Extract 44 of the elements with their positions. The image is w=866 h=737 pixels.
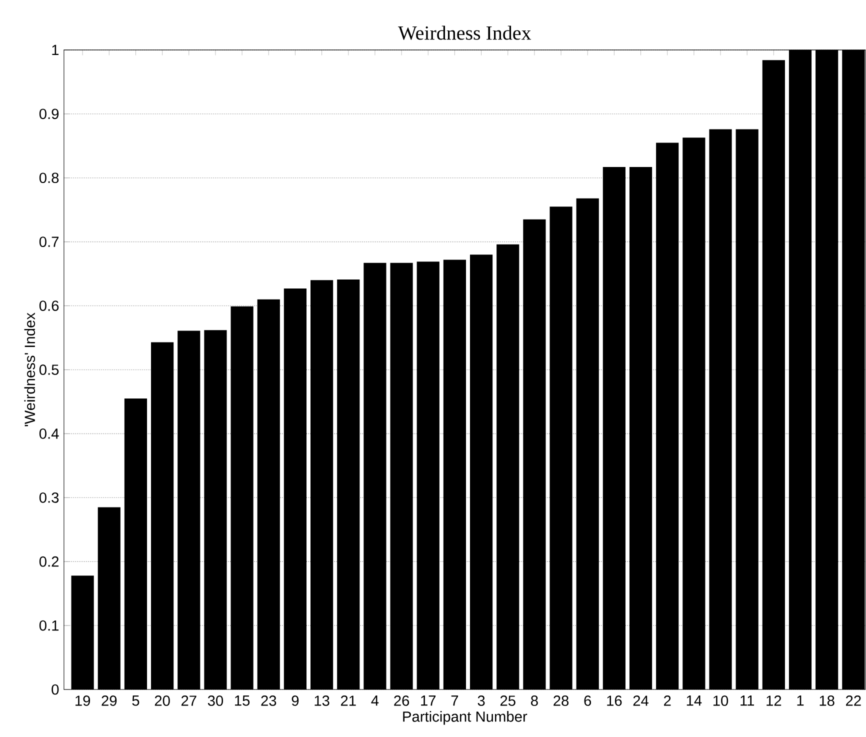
- y-tick-label: 0.3: [39, 492, 59, 503]
- x-tick-label: 4: [371, 695, 379, 706]
- x-axis-title: Participant Number: [403, 710, 528, 724]
- x-tick-label: 16: [607, 695, 622, 706]
- x-tick-label: 17: [421, 695, 436, 706]
- x-tick-label: 7: [451, 695, 458, 706]
- x-tick-label: 21: [340, 695, 356, 706]
- x-tick-label: 13: [314, 695, 330, 706]
- x-tick-label: 6: [584, 695, 592, 706]
- y-tick-label: 0.1: [39, 620, 59, 631]
- y-tick-label: 0.4: [39, 428, 59, 439]
- x-tick-label: 9: [292, 695, 299, 706]
- x-tick-label: 25: [500, 695, 516, 706]
- y-tick-label: 0.2: [39, 556, 59, 567]
- x-tick-label: 29: [102, 695, 117, 706]
- x-tick-label: 24: [633, 695, 648, 706]
- x-tick-label: 20: [154, 695, 170, 706]
- x-tick-label: 26: [394, 695, 410, 706]
- x-tick-label: 1: [797, 695, 804, 706]
- y-tick-label: 0.5: [39, 364, 59, 375]
- x-tick-label: 3: [478, 695, 485, 706]
- y-tick-label: 0.8: [39, 172, 59, 183]
- x-tick-label: 2: [664, 695, 671, 706]
- x-tick-label: 30: [208, 695, 224, 706]
- x-tick-label: 23: [261, 695, 276, 706]
- x-tick-label: 14: [686, 695, 702, 706]
- x-tick-label: 28: [554, 695, 569, 706]
- x-tick-label: 12: [766, 695, 782, 706]
- x-tick-label: 15: [235, 695, 250, 706]
- x-tick-label: 11: [740, 695, 754, 706]
- x-tick-label: 10: [713, 695, 728, 706]
- y-tick-label: 1: [52, 44, 59, 55]
- x-tick-label: 27: [181, 695, 196, 706]
- x-tick-label: 18: [820, 695, 834, 706]
- y-axis-title: 'Weirdness' Index: [24, 312, 36, 426]
- x-tick-label: 22: [846, 695, 861, 706]
- y-tick-label: 0.7: [39, 236, 59, 247]
- y-tick-label: 0: [52, 684, 59, 694]
- y-tick-label: 0.6: [39, 300, 59, 311]
- chart-title: Weirdness Index: [398, 26, 532, 40]
- y-tick-label: 0.9: [39, 108, 59, 119]
- x-tick-label: 19: [76, 695, 90, 706]
- x-tick-label: 8: [530, 695, 538, 706]
- x-tick-label: 5: [132, 695, 140, 706]
